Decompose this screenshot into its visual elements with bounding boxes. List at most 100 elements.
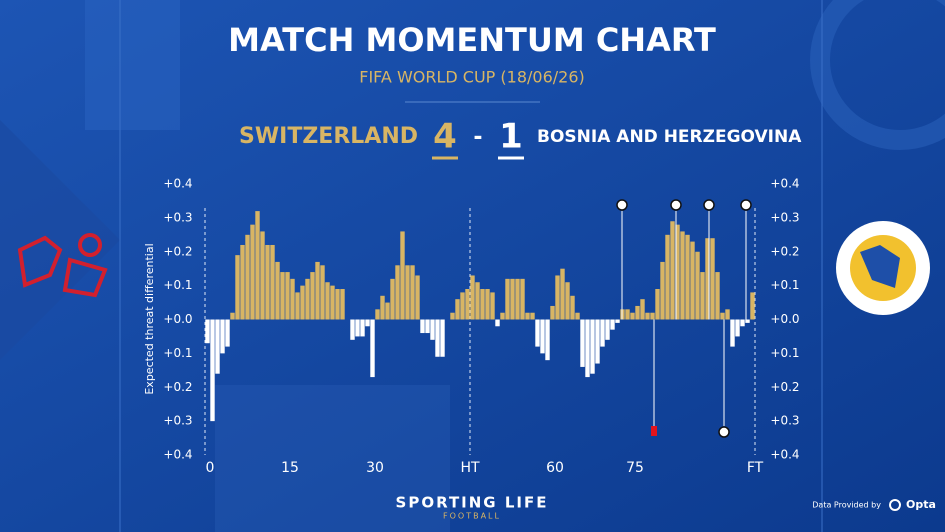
y-tick-label: +0.4 xyxy=(163,177,192,191)
bar xyxy=(730,319,735,347)
bar xyxy=(505,278,510,320)
y-tick-label-right: +0.4 xyxy=(770,448,799,462)
bar xyxy=(655,289,660,320)
bar xyxy=(455,299,460,320)
goal-marker xyxy=(703,199,715,211)
bar xyxy=(725,309,730,320)
bar xyxy=(400,231,405,320)
y-tick-label-right: +0.2 xyxy=(770,244,799,258)
bar xyxy=(380,295,385,320)
bar xyxy=(320,265,325,320)
bar xyxy=(305,278,310,320)
goal-marker xyxy=(616,199,628,211)
y-tick-label-right: +0.1 xyxy=(770,346,799,360)
bar xyxy=(250,224,255,320)
y-tick-label: +0.3 xyxy=(163,414,192,428)
y-tick-label: +0.3 xyxy=(163,210,192,224)
bar xyxy=(740,319,745,327)
y-tick-label-right: +0.3 xyxy=(770,210,799,224)
bar xyxy=(430,319,435,340)
bar xyxy=(585,319,590,378)
red-card-marker xyxy=(651,426,657,436)
bar xyxy=(350,319,355,340)
bar xyxy=(240,244,245,320)
y-tick-label-right: +0.3 xyxy=(770,414,799,428)
bar xyxy=(560,268,565,320)
bar xyxy=(460,292,465,320)
bar xyxy=(555,275,560,320)
bar xyxy=(500,312,505,320)
bar xyxy=(570,295,575,320)
bar xyxy=(295,292,300,320)
bar xyxy=(615,319,620,323)
title: MATCH MOMENTUM CHART xyxy=(228,21,716,59)
bar xyxy=(270,244,275,320)
bar xyxy=(485,289,490,320)
y-axis-label: Expected threat differential xyxy=(143,243,156,394)
bar xyxy=(510,278,515,320)
bar xyxy=(715,272,720,320)
bar xyxy=(310,272,315,320)
bar xyxy=(705,238,710,320)
bar xyxy=(275,261,280,320)
bar xyxy=(545,319,550,361)
bar xyxy=(480,289,485,320)
bar xyxy=(245,234,250,320)
bar xyxy=(300,285,305,320)
bar xyxy=(515,278,520,320)
bar xyxy=(335,289,340,320)
bar xyxy=(440,319,445,357)
bar xyxy=(315,261,320,320)
bar xyxy=(370,319,375,378)
subtitle: FIFA WORLD CUP (18/06/26) xyxy=(359,68,585,87)
bar xyxy=(580,319,585,367)
bar xyxy=(470,275,475,320)
bar xyxy=(625,309,630,320)
bar xyxy=(390,278,395,320)
bar xyxy=(365,319,370,327)
bar xyxy=(745,319,750,323)
bar xyxy=(420,319,425,334)
home-crest xyxy=(17,233,108,298)
y-tick-label: +0.0 xyxy=(163,312,192,326)
score-separator: - xyxy=(473,125,482,150)
bar xyxy=(490,292,495,320)
bar xyxy=(680,231,685,320)
x-tick-label: 30 xyxy=(366,460,384,476)
y-tick-label-right: +0.1 xyxy=(770,278,799,292)
bar xyxy=(735,319,740,337)
x-tick-label: 15 xyxy=(281,460,299,476)
bar xyxy=(700,272,705,320)
bar xyxy=(675,224,680,320)
bar xyxy=(695,251,700,320)
bar xyxy=(330,285,335,320)
bar xyxy=(540,319,545,354)
bar xyxy=(220,319,225,354)
bar xyxy=(260,231,265,320)
bar xyxy=(710,238,715,320)
bar xyxy=(210,319,215,422)
bar xyxy=(340,289,345,320)
bar xyxy=(290,278,295,320)
x-tick-label: HT xyxy=(460,460,480,476)
bar xyxy=(410,265,415,320)
bar xyxy=(610,319,615,330)
decor xyxy=(85,0,180,130)
bar xyxy=(355,319,360,337)
x-tick-label: 0 xyxy=(206,460,215,476)
home-team: SWITZERLAND xyxy=(239,124,418,149)
bar xyxy=(750,292,755,320)
bar xyxy=(325,282,330,320)
bar xyxy=(635,305,640,320)
away-team: BOSNIA AND HERZEGOVINA xyxy=(537,127,802,147)
bar xyxy=(630,312,635,320)
bar xyxy=(265,244,270,320)
bar xyxy=(640,299,645,320)
bar xyxy=(720,312,725,320)
bar xyxy=(685,234,690,320)
x-tick-label: FT xyxy=(747,460,764,476)
bar xyxy=(565,282,570,320)
bar xyxy=(405,265,410,320)
bar xyxy=(360,319,365,337)
bar xyxy=(535,319,540,347)
